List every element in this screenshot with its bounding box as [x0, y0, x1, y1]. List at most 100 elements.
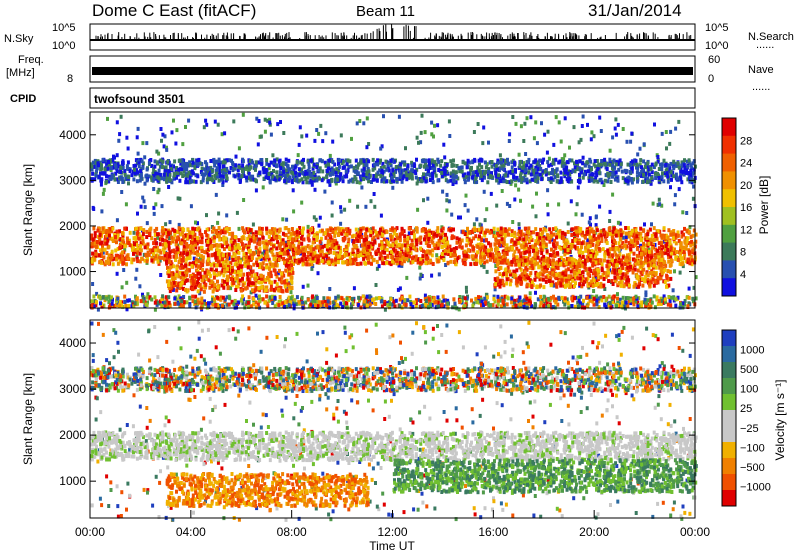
- heatmap-cell: [192, 261, 195, 266]
- heatmap-cell: [496, 261, 500, 265]
- heatmap-cell: [191, 282, 195, 286]
- heatmap-cell: [485, 269, 489, 274]
- heatmap-cell: [297, 142, 301, 147]
- heatmap-cell: [330, 258, 334, 263]
- nsky-bar: [494, 37, 496, 40]
- heatmap-cell: [213, 243, 217, 248]
- heatmap-cell: [480, 263, 484, 268]
- heatmap-cell: [580, 124, 584, 128]
- heatmap-cell: [480, 238, 484, 242]
- heatmap-cell: [287, 284, 291, 289]
- heatmap-cell: [460, 238, 464, 243]
- heatmap-cell: [535, 285, 539, 290]
- heatmap-cell: [91, 237, 95, 242]
- heatmap-cell: [554, 226, 558, 231]
- heatmap-cell: [690, 262, 694, 267]
- heatmap-cell: [383, 307, 387, 312]
- heatmap-cell: [241, 228, 245, 233]
- heatmap-cell: [396, 287, 400, 292]
- heatmap-cell: [352, 239, 356, 244]
- heatmap-cell: [420, 227, 424, 232]
- heatmap-cell: [625, 139, 629, 144]
- heatmap-cell: [139, 204, 143, 209]
- nsky-bar: [438, 35, 440, 40]
- heatmap-cell: [223, 131, 227, 136]
- heatmap-cell: [156, 259, 160, 264]
- heatmap-cell: [660, 235, 664, 240]
- heatmap-cell: [352, 286, 356, 291]
- heatmap-cell: [494, 269, 498, 274]
- heatmap-cell: [261, 261, 265, 266]
- heatmap-cell: [106, 256, 110, 261]
- heatmap-cell: [586, 229, 590, 234]
- heatmap-cell: [202, 274, 206, 279]
- heatmap-cell: [576, 276, 580, 281]
- heatmap-cell: [164, 222, 168, 227]
- heatmap-cell: [542, 244, 546, 249]
- heatmap-cell: [356, 238, 360, 243]
- heatmap-cell: [587, 272, 591, 277]
- heatmap-cell: [669, 232, 673, 237]
- heatmap-cell: [389, 235, 393, 240]
- heatmap-cell: [101, 191, 105, 196]
- heatmap-cell: [194, 227, 198, 232]
- heatmap-cell: [168, 254, 171, 259]
- heatmap-cell: [133, 247, 137, 252]
- heatmap-cell: [577, 231, 581, 236]
- heatmap-cell: [281, 217, 285, 222]
- heatmap-cell: [365, 249, 369, 254]
- nsky-bar: [95, 35, 97, 40]
- heatmap-cell: [524, 152, 528, 156]
- heatmap-cell: [220, 132, 224, 137]
- heatmap-cell: [265, 242, 269, 247]
- heatmap-cell: [152, 241, 156, 246]
- heatmap-cell: [182, 281, 186, 286]
- heatmap-cell: [595, 250, 599, 255]
- heatmap-cell: [265, 245, 269, 250]
- heatmap-cell: [326, 232, 330, 237]
- heatmap-cell: [443, 251, 447, 256]
- heatmap-cell: [204, 230, 207, 235]
- heatmap-cell: [425, 253, 429, 258]
- heatmap-cell: [433, 123, 436, 128]
- heatmap-cell: [416, 207, 420, 212]
- heatmap-cell: [577, 261, 581, 266]
- heatmap-cell: [479, 252, 483, 257]
- heatmap-cell: [536, 241, 540, 246]
- heatmap-cell: [261, 235, 265, 240]
- heatmap-cell: [546, 202, 550, 207]
- heatmap-cell: [310, 262, 314, 267]
- heatmap-cell: [282, 241, 286, 246]
- heatmap-cell: [569, 269, 573, 274]
- heatmap-cell: [588, 257, 592, 262]
- heatmap-cell: [270, 262, 274, 267]
- nsearch-label: N.Search: [748, 31, 794, 43]
- heatmap-cell: [259, 256, 263, 261]
- heatmap-cell: [414, 247, 418, 252]
- heatmap-cell: [410, 256, 414, 261]
- heatmap-cell: [611, 247, 615, 252]
- nsky-bar: [563, 35, 564, 40]
- heatmap-cell: [132, 177, 136, 182]
- heatmap-cell: [361, 254, 365, 259]
- nsky-bar: [155, 34, 157, 40]
- heatmap-cell: [457, 237, 461, 242]
- heatmap-cell: [148, 248, 152, 253]
- heatmap-cell: [259, 262, 263, 267]
- heatmap-cell: [532, 249, 535, 253]
- heatmap-cell: [445, 192, 449, 197]
- heatmap-cell: [630, 131, 634, 136]
- nsky-bar: [206, 34, 208, 40]
- heatmap-cell: [448, 244, 452, 249]
- heatmap-cell: [533, 258, 537, 262]
- heatmap-cell: [157, 261, 161, 266]
- heatmap-cell: [163, 134, 167, 139]
- heatmap-cell: [672, 229, 676, 233]
- heatmap-cell: [536, 261, 540, 266]
- heatmap-cell: [667, 228, 671, 233]
- heatmap-cell: [482, 125, 486, 130]
- heatmap-cell: [237, 250, 241, 255]
- heatmap-cell: [555, 232, 559, 237]
- heatmap-cell: [260, 265, 264, 270]
- heatmap-cell: [514, 257, 518, 262]
